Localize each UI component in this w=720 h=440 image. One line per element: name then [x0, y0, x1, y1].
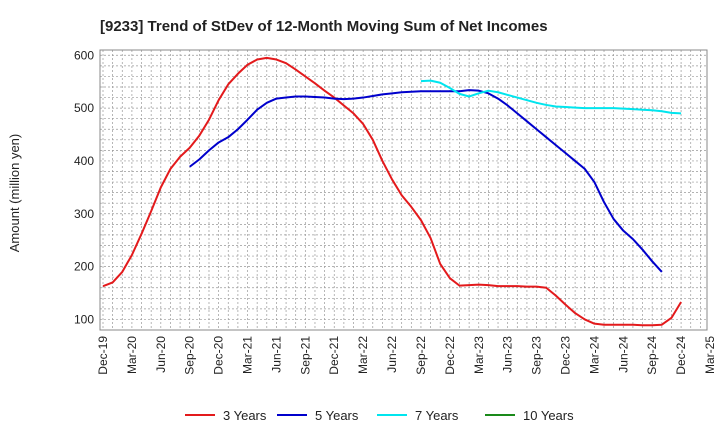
y-tick-label: 100: [74, 312, 94, 326]
legend-label: 3 Years: [223, 408, 267, 423]
series-line-5-years: [189, 89, 663, 273]
x-tick-label: Jun-24: [616, 336, 630, 373]
series-line-7-years: [420, 79, 682, 115]
y-ticks: 100 200 300 400 500 600: [74, 48, 94, 326]
x-tick-label: Dec-19: [96, 336, 110, 375]
x-tick-label: Sep-24: [645, 336, 659, 375]
x-tick-label: Dec-20: [212, 336, 226, 375]
plot-area-frame: [99, 49, 708, 331]
x-tick-label: Mar-23: [472, 336, 486, 374]
legend-label: 7 Years: [415, 408, 459, 423]
chart-title: [9233] Trend of StDev of 12-Month Moving…: [100, 18, 548, 35]
x-tick-label: Dec-21: [327, 336, 341, 375]
x-tick-label: Mar-24: [587, 336, 601, 374]
x-tick-label: Dec-24: [674, 336, 688, 375]
grid-lines: [100, 50, 707, 330]
legend: 3 Years 5 Years 7 Years 10 Years: [185, 408, 574, 423]
series-lines: [102, 56, 682, 327]
y-tick-label: 400: [74, 154, 94, 168]
x-tick-label: Mar-22: [356, 336, 370, 374]
x-tick-label: Sep-23: [530, 336, 544, 375]
x-tick-label: Jun-22: [385, 336, 399, 373]
y-axis-label: Amount (million yen): [7, 134, 22, 253]
y-tick-label: 600: [74, 48, 94, 62]
x-tick-label: Mar-21: [241, 336, 255, 374]
x-tick-label: Mar-20: [125, 336, 139, 374]
x-tick-label: Sep-21: [298, 336, 312, 375]
y-tick-label: 200: [74, 260, 94, 274]
x-tick-label: Mar-25: [703, 336, 717, 374]
legend-label: 5 Years: [315, 408, 359, 423]
x-tick-label: Jun-20: [154, 336, 168, 373]
y-tick-label: 300: [74, 207, 94, 221]
x-tick-label: Sep-22: [414, 336, 428, 375]
y-tick-label: 500: [74, 101, 94, 115]
x-tick-label: Jun-23: [501, 336, 515, 373]
legend-label: 10 Years: [523, 408, 574, 423]
x-tick-label: Jun-21: [269, 336, 283, 373]
x-tick-label: Dec-23: [558, 336, 572, 375]
series-line-3-years: [102, 56, 682, 327]
x-ticks: Dec-19 Mar-20 Jun-20 Sep-20 Dec-20 Mar-21 Jun-…: [96, 336, 717, 375]
x-tick-label: Dec-22: [443, 336, 457, 375]
x-tick-label: Sep-20: [183, 336, 197, 375]
